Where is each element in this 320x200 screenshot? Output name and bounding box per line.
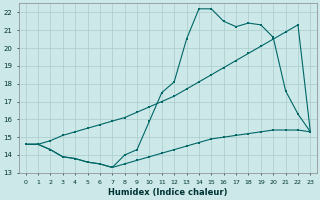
X-axis label: Humidex (Indice chaleur): Humidex (Indice chaleur) [108, 188, 228, 197]
